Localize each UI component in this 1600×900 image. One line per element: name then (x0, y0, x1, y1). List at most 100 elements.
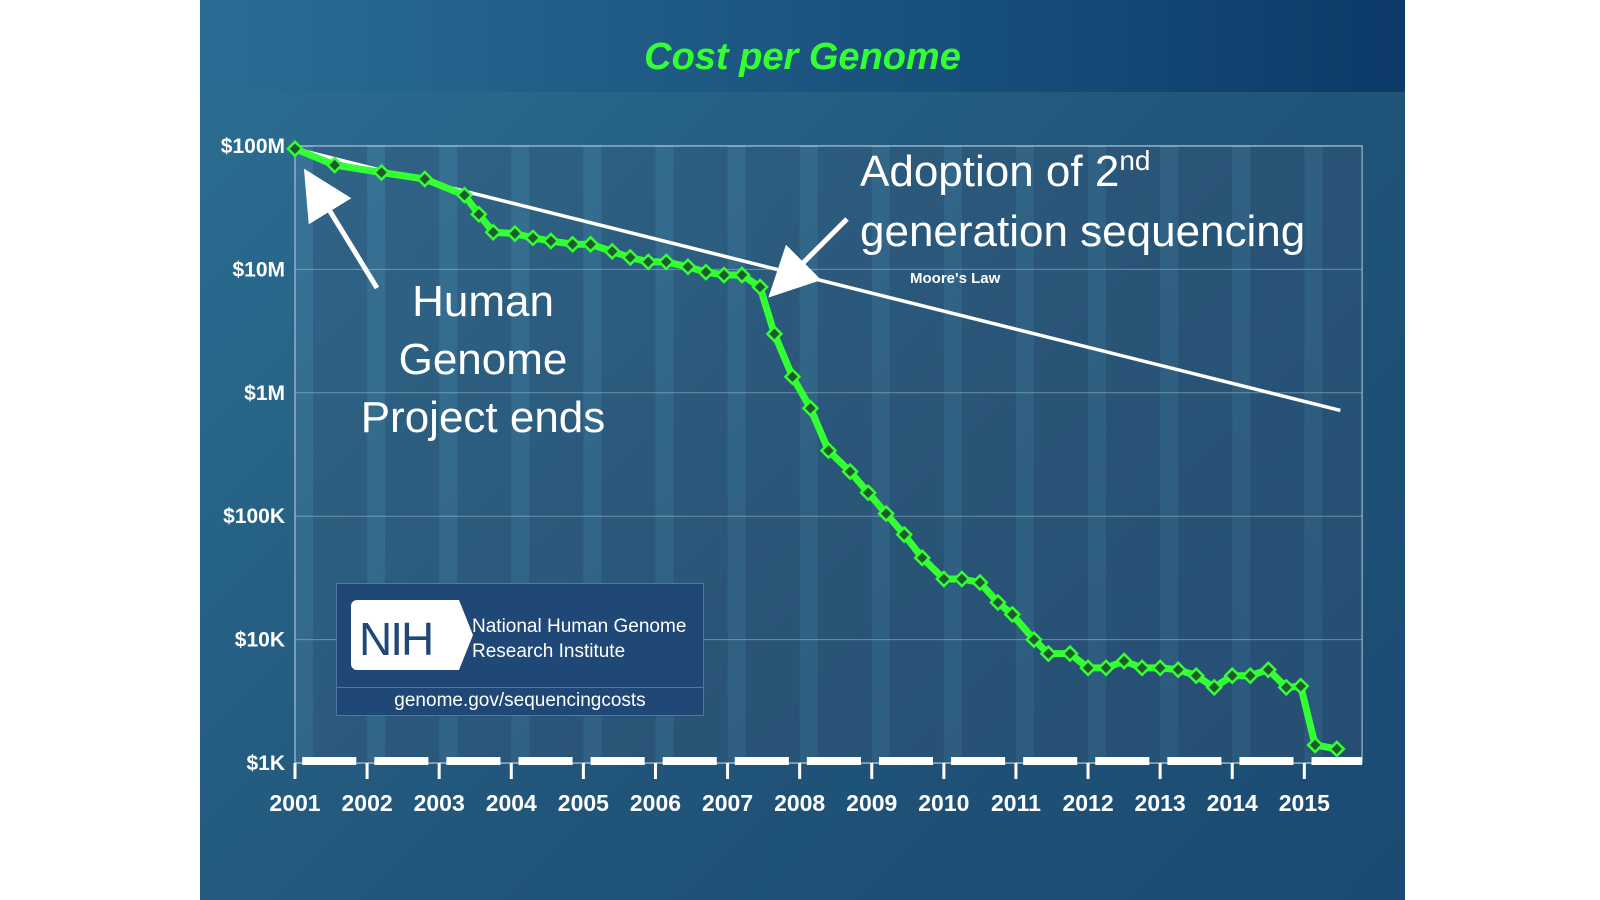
plot-band (1250, 146, 1305, 763)
y-tick-label: $10K (235, 629, 285, 652)
annotation-hgp: Human Genome Project ends (303, 168, 605, 442)
plot-band (889, 146, 944, 763)
x-axis-segment (1311, 757, 1362, 765)
cost-point (581, 235, 600, 253)
cost-point (1061, 644, 1079, 663)
cost-point (484, 223, 503, 242)
cost-point (524, 229, 542, 247)
cost-series (286, 139, 1346, 758)
x-axis-segment (662, 757, 717, 765)
x-axis-segment (734, 757, 789, 765)
cost-point (1003, 605, 1022, 624)
plot-background (294, 145, 1363, 764)
cost-point (971, 573, 989, 592)
x-tick-label: 2015 (1279, 790, 1330, 816)
x-axis-segment (806, 757, 861, 765)
nih-url: genome.gov/sequencingcosts (394, 690, 646, 711)
x-tick-label: 2009 (846, 790, 897, 816)
y-axis-ticks: $100M $10M $1M $100K $10K $1K (221, 135, 285, 775)
cost-point (1097, 659, 1115, 677)
cost-point (1277, 678, 1296, 697)
cost-point (935, 570, 953, 588)
cost-point (733, 266, 751, 284)
x-axis-segment (878, 757, 934, 765)
x-axis-segment (1095, 757, 1150, 765)
x-tick-label: 2007 (702, 790, 753, 816)
nih-chevron-icon (453, 600, 473, 670)
x-axis-segment (302, 757, 357, 765)
cost-point (372, 163, 391, 182)
chart: $100M $10M $1M $100K $10K $1K 2001 2002 2003 200… (221, 135, 1363, 816)
cost-point (1306, 736, 1324, 754)
slide: Cost per Genome $100M $10M $1M $100K $10K $1K… (200, 0, 1405, 900)
moores-law-label: Moore's Law (910, 270, 1001, 287)
y-tick-label: $1M (244, 382, 285, 405)
x-axis-segment (374, 757, 429, 765)
plot-band (1178, 146, 1233, 763)
x-tick-label: 2002 (342, 790, 393, 816)
cost-point (603, 242, 621, 261)
plot-band (1106, 146, 1161, 763)
cost-point (1241, 666, 1260, 685)
x-tick-label: 2005 (558, 790, 609, 816)
svg-text:Adoption of 2nd: Adoption of 2nd (860, 145, 1150, 196)
plot-band (961, 146, 1016, 763)
cost-point (416, 170, 434, 188)
cost-point (841, 462, 859, 481)
nih-logo-text: NIH (359, 613, 434, 665)
cost-point (1187, 666, 1205, 685)
cost-point (470, 205, 488, 223)
cost-point (1169, 660, 1187, 679)
x-tick-label: 2003 (414, 790, 465, 816)
nih-institute-name: National Human Genome Research Institute (472, 614, 702, 664)
x-axis-segment (590, 757, 645, 765)
x-tick-label: 2006 (630, 790, 681, 816)
x-axis-segment (446, 757, 501, 765)
plot-band (745, 146, 800, 763)
cost-point (1115, 652, 1133, 670)
cost-point (1223, 666, 1241, 685)
nih-name-line1: National Human Genome (472, 616, 687, 637)
x-tick-label: 2011 (991, 790, 1041, 816)
cost-point (1259, 660, 1278, 679)
x-tick-label: 2014 (1207, 790, 1258, 816)
cost-point (542, 232, 560, 250)
y-tick-label: $10M (232, 258, 285, 281)
annotation-ngs-line2: generation sequencing (860, 207, 1305, 256)
x-tick-label: 2001 (269, 790, 320, 816)
cost-point (819, 441, 838, 460)
cost-point (765, 325, 784, 343)
plot-band (1322, 146, 1362, 763)
y-tick-label: $1K (246, 752, 285, 775)
nih-logo: NIH (351, 600, 455, 670)
y-tick-label: $100K (223, 505, 285, 528)
cost-point (1291, 677, 1310, 695)
annotation-hgp-arrow (303, 168, 380, 290)
cost-point (859, 483, 877, 502)
annotation-ngs-arrow (768, 217, 849, 298)
x-axis-segment (1167, 757, 1222, 765)
cost-point (657, 253, 676, 271)
cost-point (1039, 644, 1058, 663)
x-tick-label: 2012 (1062, 790, 1113, 816)
cost-point (455, 186, 474, 204)
cost-point (783, 367, 802, 386)
title-band (200, 0, 1405, 92)
chart-title: Cost per Genome (644, 36, 961, 78)
annotation-ngs: Adoption of 2nd generation sequencing (768, 145, 1305, 298)
nih-name-line2: Research Institute (472, 641, 626, 662)
y-tick-label: $100M (221, 135, 285, 158)
x-tick-label: 2010 (918, 790, 969, 816)
nih-divider (337, 687, 703, 688)
cost-point (679, 258, 697, 276)
x-axis-segment (1023, 757, 1078, 765)
annotation-ngs-sup: nd (1119, 145, 1150, 176)
cost-point (1079, 659, 1097, 677)
x-axis-segment (951, 757, 1006, 765)
cost-point (751, 278, 769, 296)
cost-point (1327, 740, 1346, 758)
x-axis-segment (518, 757, 573, 765)
x-tick-label: 2008 (774, 790, 825, 816)
annotation-hgp-line1: Human (412, 277, 554, 326)
nih-logo-box: NIH National Human Genome Research Insti… (336, 583, 704, 716)
